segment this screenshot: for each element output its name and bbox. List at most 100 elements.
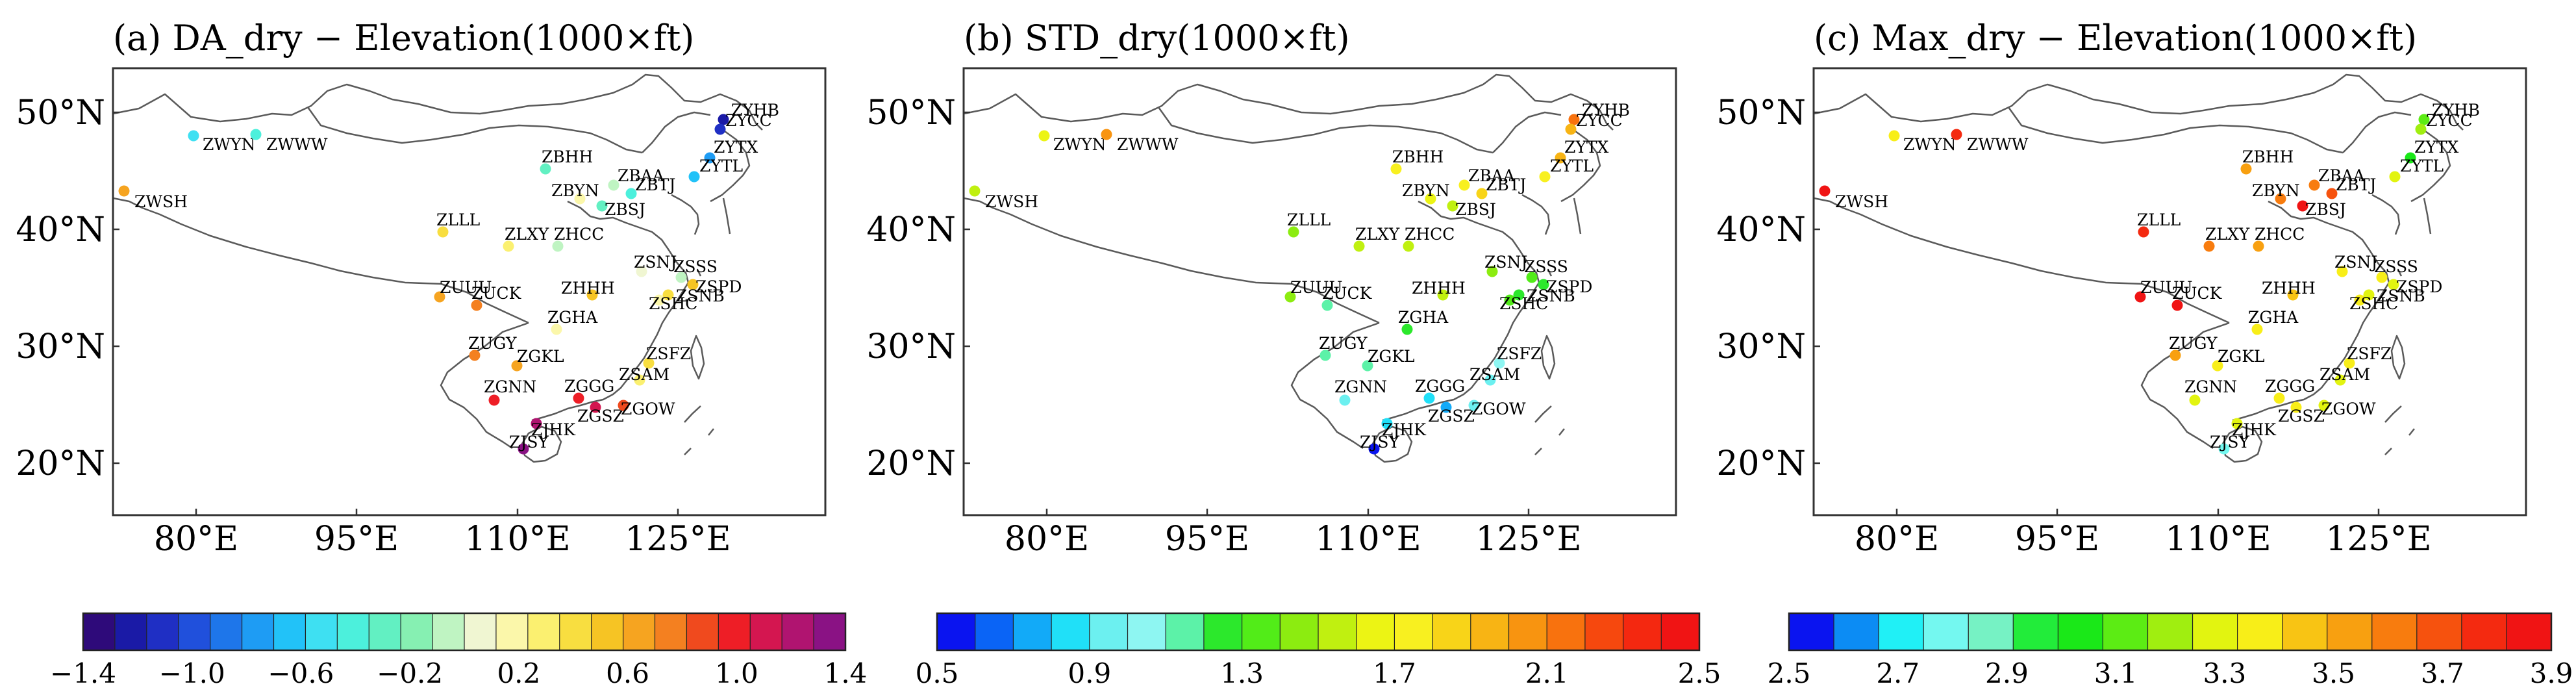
map-panel-a: (a) DA_dry − Elevation(1000×ft)ZYHBZYCCZ… (16, 18, 867, 689)
colorbar-frame (1788, 612, 2553, 652)
colorbar-swatch (1789, 613, 1834, 650)
station-label-zlll: ZLLL (1287, 210, 1331, 229)
lon-tick-label: 125°E (1475, 520, 1581, 559)
station-marker-zbaa (1458, 179, 1470, 191)
station-label-zbsj: ZBSJ (2305, 200, 2346, 219)
coastline-border-path (2140, 322, 2230, 450)
colorbar-tick-label: 3.9 (2530, 657, 2573, 689)
station-label-zgnn: ZGNN (2184, 377, 2237, 396)
colorbar-swatch (1166, 613, 1205, 650)
station-label-zuck: ZUCK (471, 284, 522, 303)
colorbar-swatch (2147, 613, 2194, 650)
colorbar-swatch (1432, 613, 1471, 650)
coastline-border-path (2371, 194, 2401, 235)
station-label-zlll: ZLLL (436, 210, 480, 229)
station-label-zsfz: ZSFZ (2347, 344, 2392, 363)
station-marker-zspd (1538, 279, 1549, 290)
coastline-border-path (710, 127, 751, 203)
colorbar-swatch (2416, 613, 2462, 650)
station-label-zwyn: ZWYN (1903, 135, 1956, 154)
colorbar-swatch (1584, 613, 1624, 650)
station-marker-zwsh (969, 185, 981, 197)
station-marker-zsfz (1494, 357, 1505, 369)
coastline-border-path (521, 426, 562, 463)
station-label-zgnn: ZGNN (484, 377, 536, 396)
station-label-zbaa: ZBAA (1468, 166, 1516, 185)
station-marker-zgsz (2290, 401, 2302, 413)
colorbar-swatch (273, 613, 306, 650)
colorbar-swatch (1470, 613, 1510, 650)
colorbar-frame (936, 612, 1701, 652)
station-label-zuck: ZUCK (2172, 284, 2223, 303)
coastline-border-path (1534, 448, 1542, 455)
station-label-zwww: ZWWW (266, 135, 328, 154)
station-marker-zgnn (488, 394, 500, 406)
station-label-zbsj: ZBSJ (605, 200, 645, 219)
station-label-zgha: ZGHA (1398, 308, 1449, 327)
station-marker-zgsz (1440, 401, 1452, 413)
coastline-border-path (2384, 405, 2402, 423)
station-label-zjhk: ZJHK (531, 420, 576, 439)
station-marker-zuck (2171, 299, 2183, 311)
station-marker-zlxy (503, 240, 514, 252)
station-label-zyhb: ZYHB (731, 101, 779, 120)
station-marker-zhcc (2253, 240, 2264, 252)
station-marker-zytx (1555, 152, 1566, 164)
station-marker-zgkl (2212, 360, 2223, 372)
lon-tick-label: 110°E (2165, 520, 2271, 559)
station-marker-zbtj (2326, 188, 2338, 199)
station-marker-zwsh (118, 185, 130, 197)
coastline-border-path (306, 107, 643, 154)
station-label-zbtj: ZBTJ (2336, 175, 2376, 194)
colorbar-tick-label: −1.0 (159, 657, 225, 689)
colorbar-tick-label: 3.7 (2421, 657, 2464, 689)
colorbar-swatch (114, 613, 147, 650)
colorbar-swatch (337, 613, 369, 650)
station-label-zbyn: ZBYN (551, 181, 599, 200)
colorbar-swatch (1547, 613, 1586, 650)
station-marker-zwww (1101, 129, 1112, 140)
station-marker-zhcc (552, 240, 564, 252)
station-label-zwsh: ZWSH (134, 192, 188, 211)
station-label-zjhk: ZJHK (2232, 420, 2277, 439)
colorbar-tick-label: 1.4 (824, 657, 868, 689)
station-marker-zbsj (596, 200, 608, 212)
map-background (1814, 68, 2526, 515)
station-marker-zytx (2405, 152, 2416, 164)
station-marker-zsam (1484, 374, 1496, 386)
station-marker-zbsj (1447, 200, 1458, 212)
colorbar-tick-label: 1.3 (1220, 657, 1264, 689)
station-marker-zwyn (1888, 130, 1900, 142)
lon-tick-label: 80°E (154, 520, 238, 559)
station-label-zhhh: ZHHH (1412, 279, 1466, 298)
station-marker-zycc (1565, 123, 1577, 135)
station-label-zsss: ZSSS (673, 257, 718, 276)
colorbar-swatch (1923, 613, 1969, 650)
station-label-zlxy: ZLXY (505, 225, 549, 244)
station-marker-zuck (471, 299, 482, 311)
colorbar-tick-label: 1.0 (715, 657, 758, 689)
station-marker-zugy (469, 350, 481, 361)
station-marker-zsnb (1513, 289, 1525, 301)
station-label-zsss: ZSSS (2374, 257, 2418, 276)
station-label-zgkl: ZGKL (517, 347, 564, 366)
colorbar-swatch (1203, 613, 1243, 650)
station-marker-zgsz (590, 401, 601, 413)
coastline-border-path (1813, 197, 2230, 324)
panel-title: (a) DA_dry − Elevation(1000×ft) (113, 18, 694, 58)
station-label-zyhb: ZYHB (2432, 101, 2480, 120)
station-label-zbtj: ZBTJ (1486, 175, 1526, 194)
station-marker-zycc (714, 123, 726, 135)
station-label-zbyn: ZBYN (2252, 181, 2300, 200)
lat-tick-label: 40°N (16, 210, 105, 249)
station-marker-zgow (618, 400, 629, 411)
colorbar-swatch (2192, 613, 2238, 650)
station-marker-zgha (1401, 324, 1413, 335)
colorbar-swatch (527, 613, 560, 650)
coastline-border-path (1382, 200, 1540, 422)
coastline-border-path (1157, 107, 1494, 154)
colorbar-c: 2.5 2.7 2.9 3.1 3.3 3.5 3.7 3.9 (1768, 612, 2573, 689)
colorbar-b: 0.5 0.9 1.3 1.7 2.1 2.5 (916, 612, 1721, 689)
